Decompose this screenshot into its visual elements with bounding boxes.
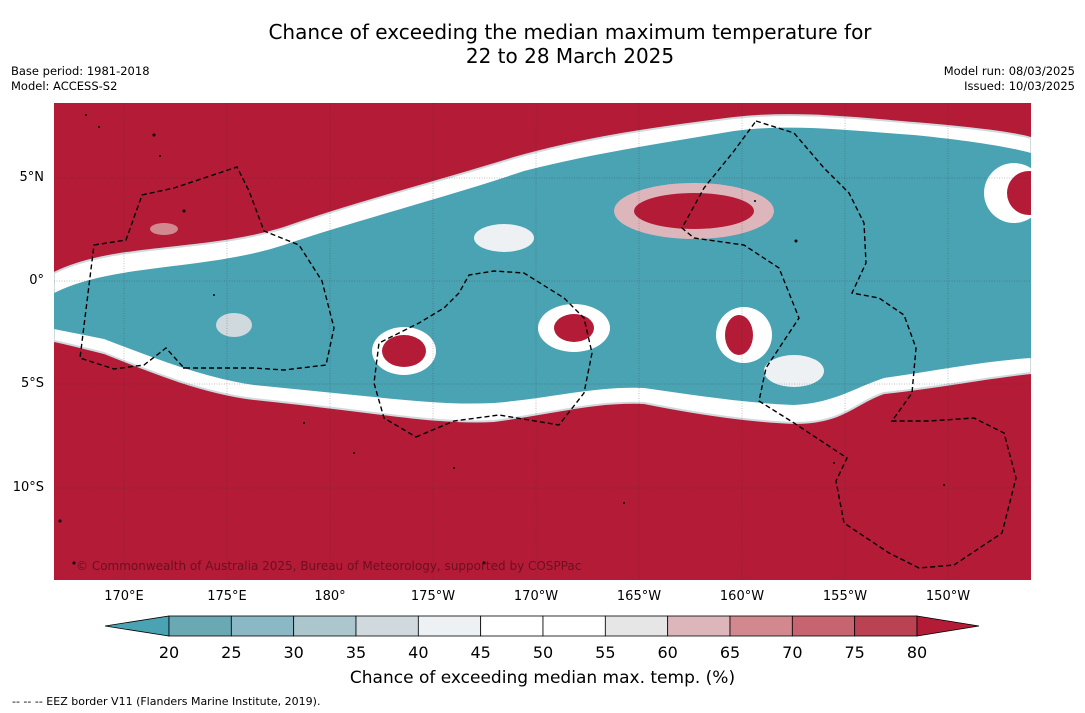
colorbar-bins (168, 615, 918, 637)
lon-label-180: 180° (314, 589, 346, 604)
lat-label-5n: 5°N (19, 170, 45, 185)
title-line-1: Chance of exceeding the median maximum t… (268, 20, 872, 44)
lat-label-0: 0° (29, 273, 44, 288)
islands (58, 114, 945, 565)
probability-map (54, 103, 1031, 580)
colorbar-tick-label: 20 (158, 643, 180, 662)
warm-pocket-1 (634, 193, 754, 229)
colorbar-bin (604, 615, 669, 637)
colorbar-bin (542, 615, 606, 637)
colorbar (105, 615, 980, 637)
meta-left: Base period: 1981-2018 Model: ACCESS-S2 (11, 64, 150, 94)
colorbar-bin (293, 615, 357, 637)
colorbar-tick-label: 40 (408, 643, 429, 662)
colorbar-bin (480, 615, 544, 637)
lon-label-170w: 170°W (513, 589, 559, 604)
colorbar-title: Chance of exceeding median max. temp. (%… (349, 668, 736, 688)
model-run: Model run: 08/03/2025 (943, 64, 1075, 78)
colorbar-tick-label: 45 (470, 643, 491, 662)
warm-pocket-2 (554, 314, 594, 342)
chart-title: Chance of exceeding the median maximum t… (0, 20, 1085, 68)
colorbar-tick-label: 60 (657, 643, 678, 662)
lon-label-175e: 175°E (207, 589, 247, 604)
colorbar-bin (355, 615, 419, 637)
warm-pocket-6 (150, 223, 178, 235)
warm-pocket-3 (382, 335, 426, 367)
colorbar-bin (729, 615, 793, 637)
cool-patch-2 (216, 313, 252, 337)
eez-border-1 (79, 166, 335, 371)
meta-right: Model run: 08/03/2025 Issued: 10/03/2025 (944, 64, 1075, 94)
cool-patch-1 (474, 224, 534, 252)
colorbar-below-triangle (105, 615, 170, 637)
lon-label-160w: 160°W (719, 589, 765, 604)
colorbar-tick-label: 70 (782, 643, 803, 662)
colorbar-above-triangle (916, 615, 980, 637)
warm-pocket-4 (725, 315, 753, 355)
lon-label-155w: 155°W (822, 589, 868, 604)
eez-borders (79, 120, 1017, 569)
cool-region (54, 127, 1031, 406)
colorbar-bin (168, 615, 232, 637)
colorbar-tick-label: 25 (221, 643, 242, 662)
eez-border-3 (681, 120, 1017, 569)
eez-border-2 (373, 270, 593, 438)
colorbar-bin (667, 615, 731, 637)
colorbar-tick-label: 35 (345, 643, 367, 662)
colorbar-tick-label: 30 (283, 643, 304, 662)
colorbar-tick-label: 65 (719, 643, 741, 662)
colorbar-bin (854, 615, 918, 637)
colorbar-bin (230, 615, 295, 637)
lon-label-150w: 150°W (925, 589, 971, 604)
lat-label-5s: 5°S (20, 376, 44, 391)
cool-patch-3 (764, 355, 824, 387)
lat-label-10s: 10°S (12, 480, 44, 495)
title-line-2: 22 to 28 March 2025 (465, 44, 675, 68)
lon-label-165w: 165°W (616, 589, 662, 604)
colorbar-tick-label: 75 (844, 643, 865, 662)
lon-label-170e: 170°E (104, 589, 144, 604)
copyright-notice: © Commonwealth of Australia 2025, Bureau… (76, 559, 582, 573)
colorbar-bin (417, 615, 482, 637)
colorbar-bin (791, 615, 856, 637)
lon-label-175w: 175°W (410, 589, 456, 604)
base-period: Base period: 1981-2018 (11, 64, 150, 78)
warm-pocket-5 (1007, 171, 1031, 215)
colorbar-tick-label: 80 (906, 643, 928, 662)
eez-legend-note: -- -- -- EEZ border V11 (Flanders Marine… (12, 695, 321, 708)
colorbar-tick-label: 55 (595, 643, 616, 662)
gridlines (54, 103, 1031, 580)
colorbar-tick-label: 50 (532, 643, 554, 662)
model-name: Model: ACCESS-S2 (11, 79, 118, 93)
issued-date: Issued: 10/03/2025 (964, 79, 1075, 93)
